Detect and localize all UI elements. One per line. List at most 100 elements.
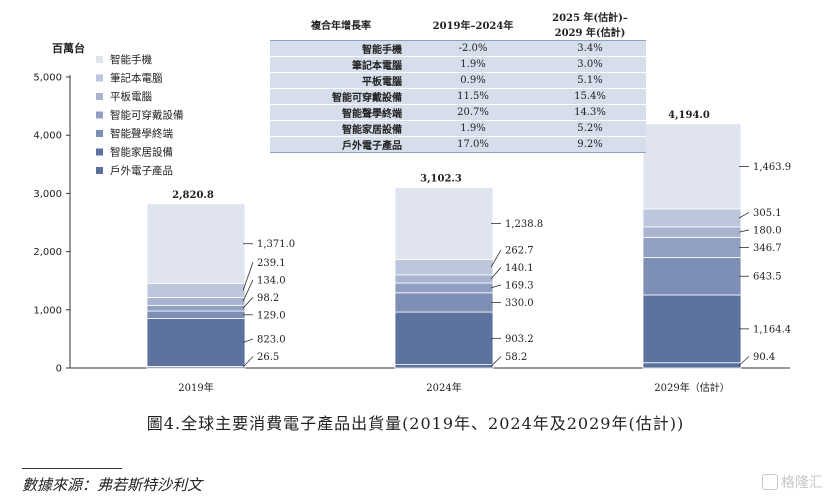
bar-value-label: 98.2 <box>257 293 279 304</box>
bar-segment <box>146 203 246 285</box>
legend-swatch <box>96 130 103 137</box>
cagr-2019-2024: 17.0% <box>412 136 534 153</box>
bar-value-label: 239.1 <box>257 258 286 269</box>
cagr-2019-2024: 11.5% <box>412 88 534 105</box>
cagr-category: 平板電腦 <box>270 72 412 89</box>
bar-segment <box>642 257 742 296</box>
legend-label: 智能家居設備 <box>110 146 173 159</box>
bar-segment <box>394 259 494 276</box>
cagr-2025-2029: 5.1% <box>534 72 646 89</box>
legend-swatch <box>96 167 103 174</box>
legend-label: 筆記本電腦 <box>110 72 163 85</box>
cagr-row: 智能手機 -2.0% 3.4% <box>270 40 646 57</box>
cagr-row: 智能可穿戴設備 11.5% 15.4% <box>270 88 646 105</box>
cagr-header-2019-2024: 2019年–2024年 <box>412 8 534 41</box>
cagr-table: 複合年增長率 2019年–2024年 2025 年(估計)– 2029 年(估計… <box>270 8 646 153</box>
legend-label: 智能手機 <box>110 53 152 66</box>
cagr-2019-2024: 1.9% <box>412 120 534 137</box>
watermark-logo-icon <box>762 474 778 490</box>
watermark: 格隆汇 <box>762 472 823 492</box>
cagr-2025-2029: 5.2% <box>534 120 646 137</box>
bar-value-label: 262.7 <box>505 245 534 256</box>
cagr-category: 戶外電子產品 <box>270 136 412 153</box>
leader-line <box>738 229 750 233</box>
legend-label: 智能聲學終端 <box>110 127 173 140</box>
bar-total-label: 3,102.3 <box>420 173 462 184</box>
bar-value-label: 346.7 <box>753 243 782 254</box>
bar-segment <box>394 364 494 369</box>
bar-value-label: 823.0 <box>257 335 286 346</box>
bar-value-label: 1,164.4 <box>753 324 791 335</box>
bar-segment <box>146 283 246 298</box>
bar-value-label: 643.5 <box>753 272 782 283</box>
bar-value-label: 134.0 <box>257 275 286 286</box>
legend-swatch <box>96 93 103 100</box>
bar-value-label: 140.1 <box>505 263 534 274</box>
legend-label: 戶外電子產品 <box>110 164 173 177</box>
cagr-2019-2024: 20.7% <box>412 104 534 121</box>
bar-segment <box>394 274 494 284</box>
watermark-text: 格隆汇 <box>781 475 823 491</box>
cagr-row: 智能家居設備 1.9% 5.2% <box>270 120 646 137</box>
bar-value-label: 58.2 <box>505 352 527 363</box>
x-tick-label: 2024年 <box>426 381 461 394</box>
y-tick-label: 3,000 <box>33 189 62 200</box>
legend-swatch <box>96 111 103 119</box>
bar-value-label: 1,463.9 <box>753 162 791 173</box>
cagr-row: 筆記本電腦 1.9% 3.0% <box>270 56 646 73</box>
bar-value-label: 26.5 <box>257 352 279 363</box>
stacked-bar-chart: 0 1,000 2,000 3,000 4,000 5,000 2,820.8 2019年 26… <box>33 53 791 394</box>
cagr-category: 智能手機 <box>270 40 412 57</box>
cagr-2025-2029: 15.4% <box>534 88 646 105</box>
cagr-2025-2029: 14.3% <box>534 104 646 121</box>
cagr-2025-2029: 3.0% <box>534 56 646 73</box>
bar-segment <box>394 292 494 313</box>
bar-segment <box>146 304 246 312</box>
bar-total-label: 2,820.8 <box>172 190 214 201</box>
y-tick-label: 5,000 <box>33 73 62 84</box>
data-source: 數據來源：弗若斯特沙利文 <box>22 476 203 494</box>
bar-total-label: 4,194.0 <box>668 110 710 121</box>
x-tick-label: 2029年（估計） <box>654 381 729 394</box>
figure-caption: 圖4.全球主要消費電子產品出貨量(2019年、2024年及2029年(估計)) <box>146 414 685 433</box>
cagr-category: 筆記本電腦 <box>270 56 412 73</box>
x-tick-label: 2019年 <box>178 381 213 394</box>
bar-segment <box>642 208 742 228</box>
leader-line <box>490 267 502 280</box>
cagr-row: 戶外電子產品 17.0% 9.2% <box>270 136 646 153</box>
legend-swatch <box>96 56 103 63</box>
cagr-2019-2024: 0.9% <box>412 72 534 89</box>
leader-line <box>490 249 502 268</box>
cagr-category: 智能家居設備 <box>270 120 412 137</box>
bar-value-label: 90.4 <box>753 352 775 363</box>
bar-segment <box>642 123 742 210</box>
y-tick-label: 1,000 <box>33 305 62 316</box>
bar-value-label: 305.1 <box>753 208 782 219</box>
cagr-header-2025-2029: 2025 年(估計)– 2029 年(估計) <box>534 8 646 41</box>
cagr-category: 智能可穿戴設備 <box>270 88 412 105</box>
leader-line <box>242 262 254 291</box>
leader-line <box>242 338 254 343</box>
legend-label: 智能可穿戴設備 <box>110 109 184 122</box>
source-divider <box>22 468 122 469</box>
leader-line <box>490 284 502 289</box>
legend-swatch <box>96 74 103 82</box>
leader-line <box>242 297 254 309</box>
bar-segment <box>146 318 246 367</box>
cagr-2025-2029: 3.4% <box>534 40 646 57</box>
bar-value-label: 1,238.8 <box>505 219 543 230</box>
y-tick-label: 2,000 <box>33 247 62 258</box>
cagr-row: 平板電腦 0.9% 5.1% <box>270 72 646 89</box>
y-tick-label: 4,000 <box>33 131 62 142</box>
cagr-category: 智能聲學終端 <box>270 104 412 121</box>
bar-value-label: 180.0 <box>753 225 782 236</box>
bar-segment <box>146 297 246 306</box>
legend-swatch <box>96 148 103 156</box>
bar-value-label: 169.3 <box>505 280 534 291</box>
y-tick-label: 0 <box>56 364 62 375</box>
bar-segment <box>146 310 246 319</box>
cagr-row: 智能聲學終端 20.7% 14.3% <box>270 104 646 121</box>
bar-segment <box>394 282 494 294</box>
bar-segment <box>642 226 742 238</box>
bar-value-label: 330.0 <box>505 298 534 309</box>
